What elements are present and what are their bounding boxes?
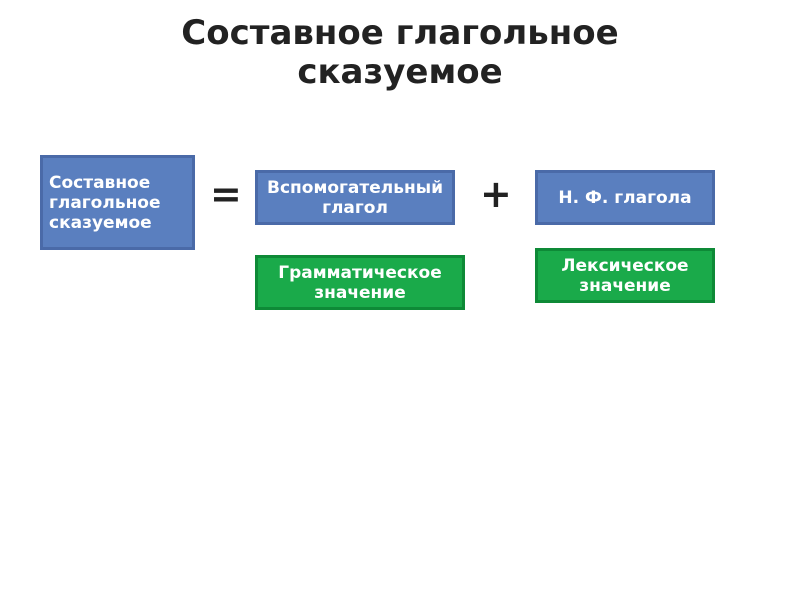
page-title: Составное глагольное сказуемое: [0, 0, 800, 92]
box-infinitive: Н. Ф. глагола: [535, 170, 715, 225]
box-infinitive-label: Н. Ф. глагола: [558, 188, 691, 208]
box-grammatical-meaning: Грамматическое значение: [255, 255, 465, 310]
box-lexical-meaning: Лексическое значение: [535, 248, 715, 303]
equals-operator: =: [210, 175, 242, 213]
title-line2: сказуемое: [0, 53, 800, 92]
title-line1: Составное глагольное: [0, 14, 800, 53]
box-compound-predicate-label: Составное глагольное сказуемое: [49, 173, 186, 233]
box-compound-predicate: Составное глагольное сказуемое: [40, 155, 195, 250]
box-auxiliary-verb: Вспомогательный глагол: [255, 170, 455, 225]
plus-operator: +: [480, 175, 512, 213]
box-grammatical-meaning-label: Грамматическое значение: [262, 263, 458, 303]
box-lexical-meaning-label: Лексическое значение: [542, 256, 708, 296]
box-auxiliary-verb-label: Вспомогательный глагол: [262, 178, 448, 218]
